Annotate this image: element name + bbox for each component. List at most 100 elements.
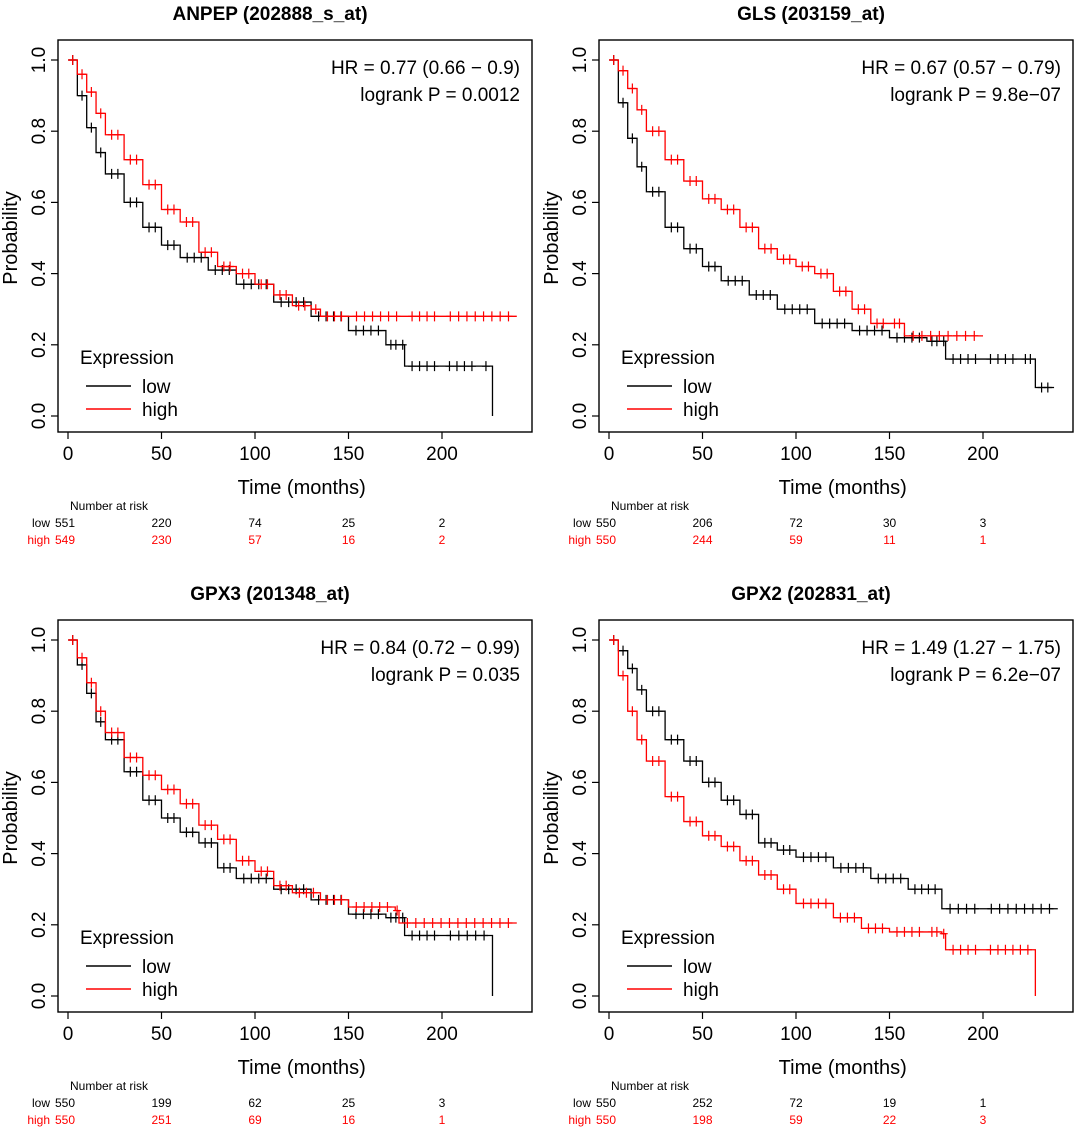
censor-mark-low <box>673 222 682 233</box>
censor-mark-high <box>384 311 393 322</box>
legend-label-high: high <box>142 400 178 421</box>
censor-mark-low <box>284 297 293 308</box>
x-tick-label: 200 <box>426 444 458 465</box>
censor-mark-low <box>188 827 197 838</box>
survival-curve-low <box>609 59 1055 389</box>
survival-curve-low <box>68 639 494 996</box>
censor-mark-high <box>453 918 462 929</box>
censor-mark-low <box>637 161 646 172</box>
y-tick-label: 0.8 <box>29 118 50 144</box>
censor-mark-low <box>924 884 933 895</box>
x-tick-label: 50 <box>151 444 172 465</box>
censor-mark-low <box>398 912 407 923</box>
censor-mark-high <box>188 798 197 809</box>
censor-mark-low <box>398 339 407 350</box>
censor-mark-high <box>113 727 122 738</box>
censor-mark-low <box>463 930 472 941</box>
y-tick-label: 0.0 <box>29 403 50 429</box>
censor-mark-low <box>1008 354 1017 365</box>
censor-mark-low <box>408 930 417 941</box>
censor-mark-high <box>360 311 369 322</box>
logrank-p-text: logrank P = 0.035 <box>371 665 520 686</box>
risk-table-heading: Number at risk <box>611 499 690 513</box>
censor-mark-high <box>462 311 471 322</box>
censor-mark-low <box>818 318 827 329</box>
risk-value-low: 1 <box>980 1096 987 1110</box>
censor-mark-low <box>619 645 628 656</box>
x-tick-label: 100 <box>239 1024 271 1045</box>
risk-value-high: 549 <box>55 533 75 547</box>
censor-mark-high <box>970 330 979 341</box>
censor-mark-low <box>467 361 476 372</box>
censor-mark-low <box>151 222 160 233</box>
censor-mark-high <box>748 222 757 233</box>
censor-mark-high <box>226 261 235 272</box>
censor-mark-low <box>825 318 834 329</box>
risk-value-high: 59 <box>789 1113 803 1127</box>
censor-mark-high <box>462 918 471 929</box>
x-axis-label: Time (months) <box>779 1057 907 1079</box>
censor-mark-low <box>654 186 663 197</box>
censor-mark-low <box>806 852 815 863</box>
y-tick-label: 0.6 <box>29 769 50 795</box>
censor-mark-high <box>836 912 845 923</box>
censor-mark-high <box>263 279 272 290</box>
y-tick-label: 0.4 <box>570 840 591 867</box>
x-tick-label: 150 <box>874 444 906 465</box>
censor-mark-high <box>971 944 980 955</box>
risk-value-high: 550 <box>55 1113 75 1127</box>
y-tick-label: 1.0 <box>570 47 591 73</box>
censor-mark-high <box>430 311 439 322</box>
legend-label-high: high <box>683 400 719 421</box>
y-tick-label: 1.0 <box>29 47 50 73</box>
censor-mark-low <box>1012 903 1021 914</box>
risk-value-high: 550 <box>596 533 616 547</box>
censor-mark-high <box>437 918 446 929</box>
censor-mark-low <box>277 297 286 308</box>
legend-label-low: low <box>683 377 712 398</box>
censor-mark-high <box>309 887 318 898</box>
censor-mark-low <box>731 275 740 286</box>
censor-mark-low <box>481 361 490 372</box>
risk-value-low: 3 <box>980 516 987 530</box>
x-tick-label: 50 <box>692 1024 713 1045</box>
y-tick-label: 0.0 <box>29 983 50 1009</box>
chart-title: GPX3 (201348_at) <box>190 584 350 605</box>
censor-mark-low <box>415 361 424 372</box>
x-tick-label: 100 <box>780 444 812 465</box>
y-tick-label: 0.8 <box>570 118 591 144</box>
y-tick-label: 0.0 <box>570 403 591 429</box>
censor-mark-high <box>785 884 794 895</box>
censor-mark-high <box>393 905 402 916</box>
censor-mark-low <box>692 756 701 767</box>
censor-mark-low <box>351 325 360 336</box>
km-panel-1: ANPEP (202888_s_at) 0 50 100 150 200 0.0 0.2 0.4… <box>0 4 533 547</box>
censor-mark-high <box>1016 944 1025 955</box>
censor-mark-high <box>864 923 873 934</box>
chart-title: ANPEP (202888_s_at) <box>172 4 367 25</box>
plot-frame <box>598 39 1074 433</box>
plot-frame <box>57 619 533 1013</box>
censor-mark-high <box>96 706 105 717</box>
censor-mark-high <box>96 108 105 119</box>
x-tick-label: 0 <box>63 1024 74 1045</box>
censor-mark-low <box>366 325 375 336</box>
censor-mark-high <box>804 261 813 272</box>
censor-mark-low <box>391 339 400 350</box>
risk-value-low: 220 <box>151 516 171 530</box>
censor-mark-low <box>374 909 383 920</box>
censor-mark-high <box>487 918 496 929</box>
risk-value-high: 11 <box>883 533 896 547</box>
censor-mark-low <box>724 275 733 286</box>
legend-title: Expression <box>80 928 174 949</box>
censor-mark-high <box>113 129 122 140</box>
censor-mark-low <box>480 930 489 941</box>
risk-value-high: 22 <box>883 1113 897 1127</box>
censor-mark-high <box>907 926 916 937</box>
censor-mark-high <box>207 820 216 831</box>
risk-value-low: 62 <box>248 1096 262 1110</box>
censor-mark-low <box>415 930 424 941</box>
censor-mark-high <box>311 304 320 315</box>
x-tick-label: 150 <box>874 1024 906 1045</box>
censor-mark-high <box>609 635 618 645</box>
